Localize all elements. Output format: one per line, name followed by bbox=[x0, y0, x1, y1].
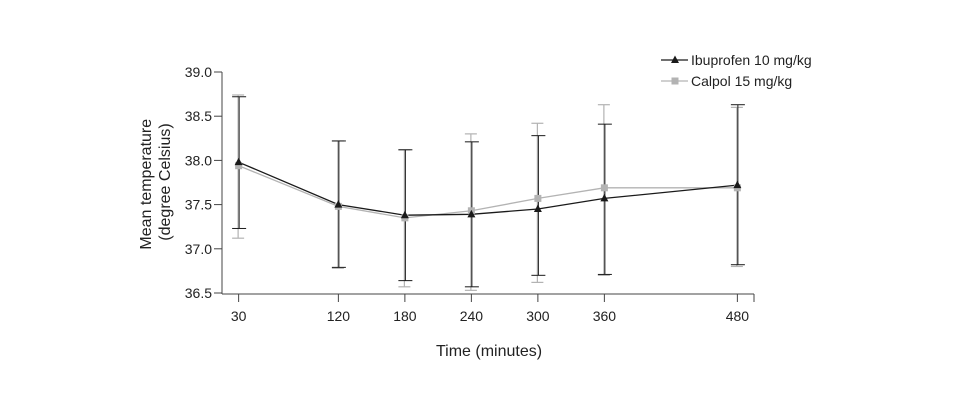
x-tick-label: 360 bbox=[593, 308, 617, 324]
legend-ibuprofen-label: Ibuprofen 10 mg/kg bbox=[691, 52, 812, 68]
legend-calpol-label: Calpol 15 mg/kg bbox=[691, 73, 792, 89]
ibuprofen-point bbox=[533, 204, 542, 213]
ibuprofen-point bbox=[400, 210, 409, 219]
legend: Ibuprofen 10 mg/kg Calpol 15 mg/kg bbox=[661, 52, 812, 89]
ibuprofen-point bbox=[600, 193, 609, 202]
ibuprofen-point bbox=[234, 157, 243, 166]
y-axis-label-line-1: Mean temperature bbox=[138, 119, 155, 250]
calpol-series-line bbox=[238, 165, 738, 219]
y-tick-label: 37.5 bbox=[185, 197, 212, 213]
y-axis-label: Mean temperature (degree Celsius) bbox=[138, 114, 174, 249]
ibuprofen-point bbox=[733, 180, 742, 189]
series-lines bbox=[238, 161, 738, 219]
x-axis-label: Time (minutes) bbox=[436, 343, 542, 360]
x-tick-label: 180 bbox=[393, 308, 417, 324]
x-tick-label: 30 bbox=[231, 308, 247, 324]
y-axis-label-line-2: (degree Celsius) bbox=[157, 123, 174, 240]
axes: 36.5 37.0 37.5 38.0 38.5 39.0 30 120 180 240 300 36… bbox=[185, 64, 755, 324]
ibuprofen-point bbox=[334, 200, 343, 208]
legend-calpol-marker bbox=[671, 77, 679, 85]
y-tick-label: 36.5 bbox=[185, 285, 212, 301]
calpol-point bbox=[534, 194, 542, 202]
calpol-point bbox=[600, 184, 608, 192]
x-tick-label: 480 bbox=[726, 308, 750, 324]
x-tick-label: 300 bbox=[526, 308, 550, 324]
y-tick-label: 39.0 bbox=[185, 64, 212, 80]
x-tick-label: 120 bbox=[327, 308, 351, 324]
y-tick-label: 38.5 bbox=[185, 108, 212, 124]
series-markers bbox=[234, 157, 742, 222]
x-tick-label: 240 bbox=[460, 308, 484, 324]
y-tick-label: 37.0 bbox=[185, 241, 212, 257]
ibuprofen-point bbox=[467, 209, 476, 218]
legend-ibuprofen-marker bbox=[671, 55, 679, 63]
calpol-point bbox=[235, 162, 243, 170]
y-tick-label: 38.0 bbox=[185, 152, 212, 168]
